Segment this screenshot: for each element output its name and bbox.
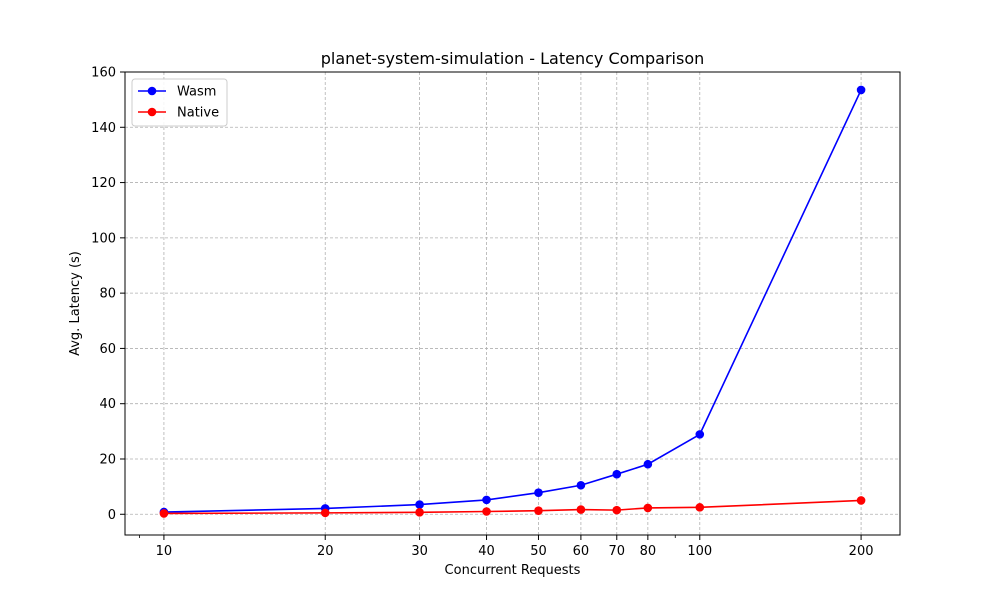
data-point-native bbox=[695, 503, 705, 512]
x-tick-label: 10 bbox=[156, 544, 173, 559]
data-point-wasm bbox=[612, 469, 622, 479]
grid-lines bbox=[125, 71, 900, 535]
y-tick-label: 20 bbox=[99, 452, 116, 467]
y-tick-label: 100 bbox=[91, 231, 116, 246]
x-tick-label: 30 bbox=[411, 544, 428, 559]
axes: 10 20 30 40 50 60 70 80 100 200 0 20 40 60 80 100 120 140… bbox=[91, 66, 873, 560]
legend-label-native: Native bbox=[177, 106, 219, 121]
x-tick-label: 80 bbox=[640, 544, 657, 559]
legend: Wasm Native bbox=[131, 78, 228, 127]
series-line-wasm bbox=[163, 89, 862, 513]
data-point-native bbox=[415, 508, 424, 517]
legend-marker-native bbox=[147, 107, 157, 117]
data-point-native bbox=[482, 507, 491, 516]
series-line-native bbox=[163, 499, 862, 515]
y-tick-label: 80 bbox=[99, 287, 116, 302]
data-point-native bbox=[159, 509, 169, 518]
x-tick-label: 50 bbox=[530, 544, 547, 559]
data-point-wasm bbox=[534, 488, 543, 498]
plot-area-frame bbox=[124, 71, 901, 536]
x-tick-label: 40 bbox=[478, 544, 495, 559]
data-point-wasm bbox=[695, 430, 705, 439]
data-point-native bbox=[320, 508, 330, 518]
chart-title: planet-system-simulation - Latency Compa… bbox=[321, 49, 705, 68]
x-tick-label: 20 bbox=[317, 544, 334, 559]
y-tick-label: 0 bbox=[108, 508, 116, 523]
data-point-native bbox=[612, 505, 622, 515]
data-point-wasm bbox=[856, 85, 866, 95]
data-point-wasm bbox=[415, 500, 424, 509]
data-point-wasm bbox=[482, 495, 491, 505]
data-point-native bbox=[576, 505, 586, 514]
y-tick-label: 140 bbox=[91, 121, 116, 136]
y-tick-label: 60 bbox=[99, 342, 116, 357]
data-point-native bbox=[534, 506, 543, 515]
x-tick-label: 200 bbox=[849, 544, 874, 559]
legend-marker-wasm bbox=[147, 86, 157, 96]
y-axis-label: Avg. Latency (s) bbox=[68, 251, 83, 356]
x-axis-label: Concurrent Requests bbox=[445, 563, 581, 578]
data-point-native bbox=[856, 496, 866, 505]
x-tick-label: 70 bbox=[608, 544, 625, 559]
y-tick-label: 120 bbox=[91, 176, 116, 191]
data-point-wasm bbox=[643, 459, 653, 469]
legend-label-wasm: Wasm bbox=[177, 85, 216, 100]
x-tick-label: 100 bbox=[687, 544, 712, 559]
x-tick-label: 60 bbox=[573, 544, 590, 559]
data-point-native bbox=[643, 503, 653, 513]
y-tick-label: 40 bbox=[99, 397, 116, 412]
y-tick-label: 160 bbox=[91, 66, 116, 81]
series-lines bbox=[159, 85, 866, 518]
data-point-wasm bbox=[576, 480, 586, 490]
